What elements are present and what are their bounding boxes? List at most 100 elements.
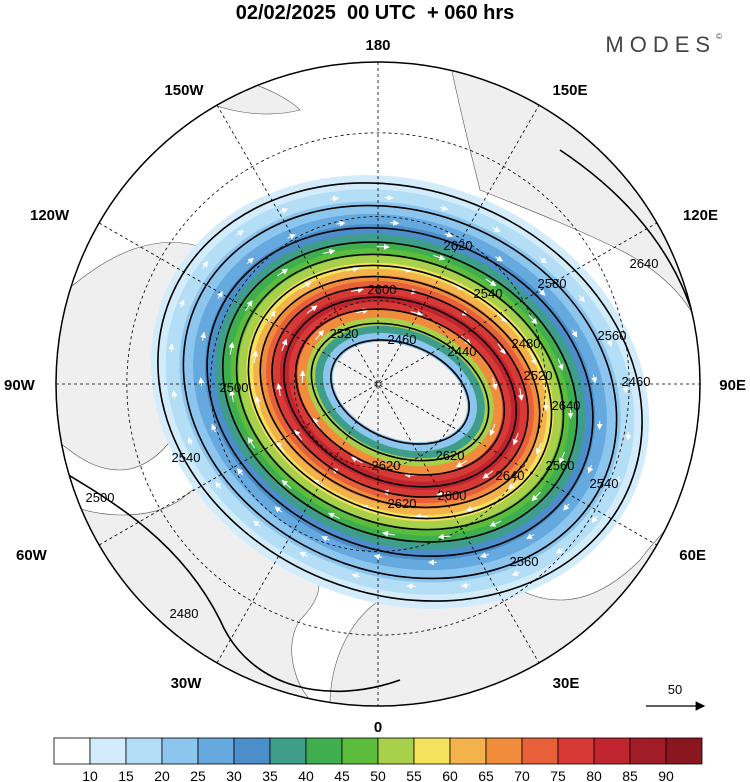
lon-label-0: 0	[374, 719, 382, 736]
wind-vector	[591, 374, 597, 384]
colorbar-swatch	[125, 737, 163, 765]
wind-vector	[390, 219, 400, 226]
latitude-circle	[293, 299, 463, 469]
lon-label-120e: 120E	[683, 207, 718, 224]
contour-label: 2600	[368, 282, 397, 297]
contour-label: 2620	[388, 496, 417, 511]
wind-vector	[355, 308, 369, 315]
contour-label: 2540	[474, 286, 503, 301]
contour-label: 2560	[598, 328, 627, 343]
graticule	[56, 62, 700, 706]
contour-label: 2640	[552, 398, 581, 413]
contour-label: 2460	[622, 374, 651, 389]
colorbar-swatch	[485, 737, 523, 765]
wind-vector	[198, 377, 205, 387]
wind-vector	[171, 390, 178, 400]
colorbar-tick-label: 25	[190, 768, 206, 782]
wind-vector	[321, 536, 330, 542]
colorbar-tick-label: 10	[82, 768, 98, 782]
wind-vector	[336, 220, 346, 227]
colorbar-tick-label: 30	[226, 768, 242, 782]
wind-vector	[529, 352, 537, 365]
height-contours	[59, 149, 700, 693]
reference-vector-label: 50	[668, 682, 682, 697]
wind-vector	[276, 441, 285, 453]
wind-vector	[591, 515, 598, 524]
colorbar-swatch	[305, 737, 343, 765]
height-contour	[206, 226, 594, 558]
wind-vector	[246, 257, 254, 264]
wind-vector	[351, 287, 364, 294]
contour-label: 2540	[590, 476, 619, 491]
colorbar-swatch	[89, 737, 127, 765]
colorbar-tick-label: 20	[154, 768, 170, 782]
wind-vector	[539, 257, 548, 264]
wind-vector	[436, 490, 449, 497]
contour-label: 2640	[630, 256, 659, 271]
wind-vector	[373, 553, 383, 560]
wind-vector	[281, 479, 292, 489]
wind-vector	[460, 582, 470, 589]
contour-label: 2480	[170, 606, 199, 621]
wind-vector	[497, 343, 506, 355]
height-contour	[235, 253, 565, 531]
map-boundary	[55, 61, 701, 707]
height-contour-2640-south	[59, 469, 401, 693]
modes-logo: MODES©	[605, 32, 722, 58]
wind-vector	[216, 290, 223, 299]
lon-label-90w: 90W	[4, 377, 36, 394]
colorbar-tick-label: 40	[298, 768, 314, 782]
wind-vector	[406, 583, 416, 590]
wind-vector	[587, 464, 594, 474]
meridian-line	[98, 222, 658, 546]
contour-label: 2480	[512, 336, 541, 351]
contour-label: 2620	[444, 238, 473, 253]
wind-vector	[485, 278, 497, 287]
contour-label: 2640	[496, 468, 525, 483]
colorbar-swatch	[629, 737, 667, 765]
height-contour	[157, 182, 643, 602]
contour-label: 2560	[510, 554, 539, 569]
wind-vector	[382, 530, 395, 537]
contour-label: 2520	[330, 326, 359, 341]
wind-vector	[299, 552, 308, 558]
wind-vector	[465, 505, 479, 512]
height-contour	[282, 296, 518, 488]
wind-vector	[287, 234, 296, 240]
wind-vector	[557, 358, 564, 371]
wind-vector	[306, 305, 318, 314]
wind-vector	[328, 512, 340, 520]
colorbar-swatch	[161, 737, 199, 765]
wind-vector	[312, 417, 321, 429]
wind-vector	[299, 282, 312, 290]
wind-vector	[563, 503, 570, 511]
wind-vector	[606, 338, 613, 347]
wind-vector	[228, 341, 235, 355]
wind-vector	[267, 310, 276, 322]
wind-vector	[229, 389, 236, 403]
colorbar-swatch	[521, 737, 559, 765]
wind-vector	[279, 208, 289, 214]
wind-vector	[451, 283, 464, 290]
contour-label: 2600	[438, 488, 467, 503]
colorbar-swatch	[593, 737, 631, 765]
wind-vector	[571, 329, 578, 338]
contour-label: 2620	[372, 458, 401, 473]
wind-vector	[361, 504, 374, 511]
height-contour	[259, 275, 541, 509]
wind-vector	[330, 195, 340, 202]
meridian-line	[216, 104, 540, 664]
wind-vector	[294, 429, 303, 441]
colorbar-swatch	[233, 737, 271, 765]
wind-vector	[511, 570, 521, 576]
wind-vector	[482, 470, 494, 479]
wind-vector	[535, 442, 542, 455]
colorbar-tick-label: 65	[478, 768, 494, 782]
colorbar-tick-label: 80	[586, 768, 602, 782]
wind-vector	[578, 295, 585, 303]
wind-vector	[625, 431, 632, 441]
wind-vector	[437, 533, 451, 540]
lon-label-90e: 90E	[719, 377, 746, 394]
colorbar-tick-label: 75	[550, 768, 566, 782]
